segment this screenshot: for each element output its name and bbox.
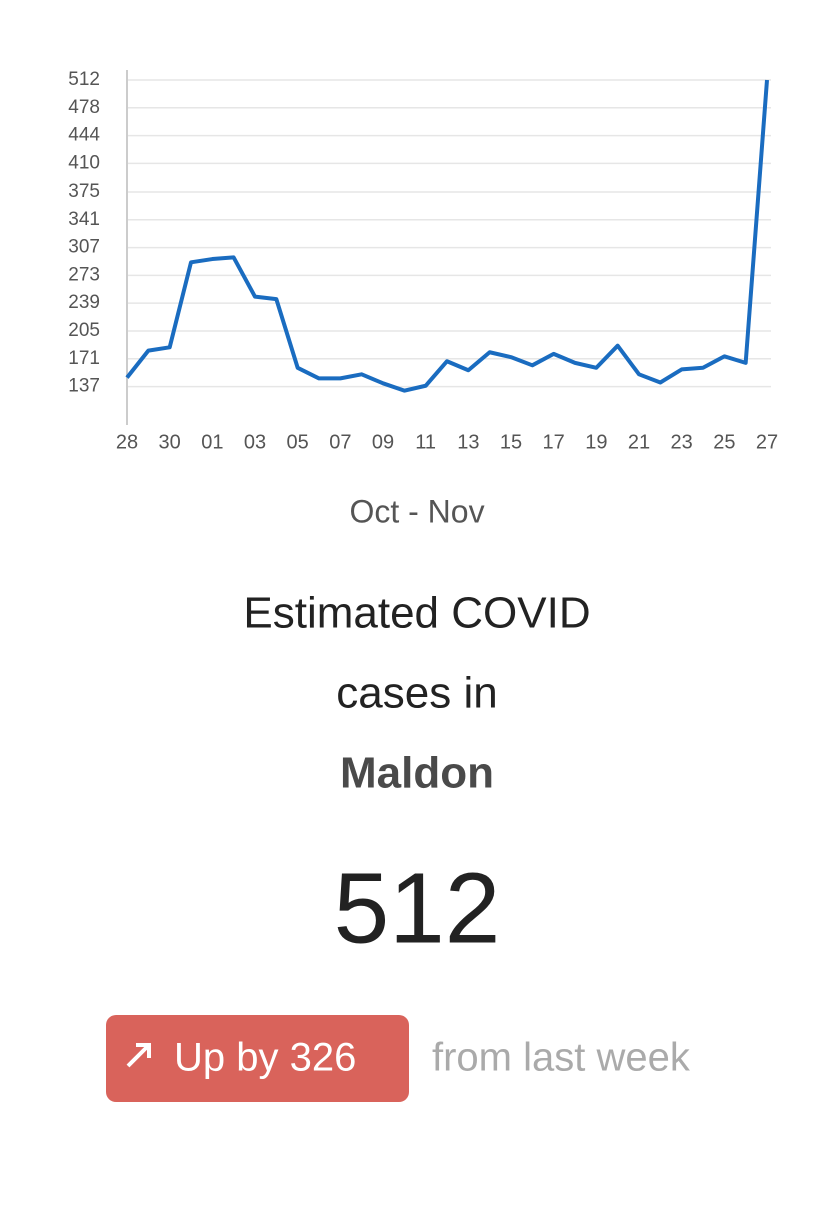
y-tick-label: 444 — [68, 125, 100, 146]
y-tick-label: 273 — [68, 264, 100, 285]
y-tick-label: 478 — [68, 97, 100, 118]
x-tick-label: 13 — [457, 431, 479, 453]
place-name: Maldon — [340, 749, 494, 798]
y-tick-label: 375 — [68, 181, 100, 202]
x-tick-label: 21 — [628, 431, 650, 453]
x-axis-title: Oct - Nov — [349, 493, 484, 529]
x-tick-label: 07 — [329, 431, 351, 453]
y-tick-label: 171 — [68, 348, 100, 369]
y-tick-label: 307 — [68, 237, 100, 258]
x-tick-label: 19 — [585, 431, 607, 453]
x-tick-label: 01 — [201, 431, 223, 453]
y-tick-label: 239 — [68, 292, 100, 313]
heading-line: cases in — [336, 669, 497, 718]
x-tick-label: 23 — [671, 431, 693, 453]
x-tick-label: 05 — [287, 431, 309, 453]
y-tick-label: 341 — [68, 209, 100, 230]
change-badge — [106, 1015, 409, 1102]
up-arrow-icon — [126, 1043, 151, 1068]
x-tick-label: 09 — [372, 431, 394, 453]
y-tick-label: 205 — [68, 320, 100, 341]
x-tick-label: 11 — [415, 431, 436, 453]
change-text: Up by 326 — [174, 1036, 356, 1080]
line-series — [125, 79, 769, 393]
x-tick-label: 17 — [543, 431, 565, 453]
heading: Estimated COVID — [243, 589, 590, 638]
y-tick-label: 410 — [68, 152, 100, 173]
change-note: from last week — [432, 1036, 691, 1080]
x-tick-label: 25 — [713, 431, 735, 453]
x-tick-label: 03 — [244, 431, 266, 453]
x-tick-label: 30 — [159, 431, 181, 453]
x-tick-label: 15 — [500, 431, 522, 453]
case-count: 512 — [334, 852, 501, 964]
x-tick-label: 27 — [756, 431, 778, 453]
y-tick-label: 512 — [68, 69, 100, 90]
x-tick-label: 28 — [116, 431, 138, 453]
y-tick-label: 137 — [68, 376, 100, 397]
